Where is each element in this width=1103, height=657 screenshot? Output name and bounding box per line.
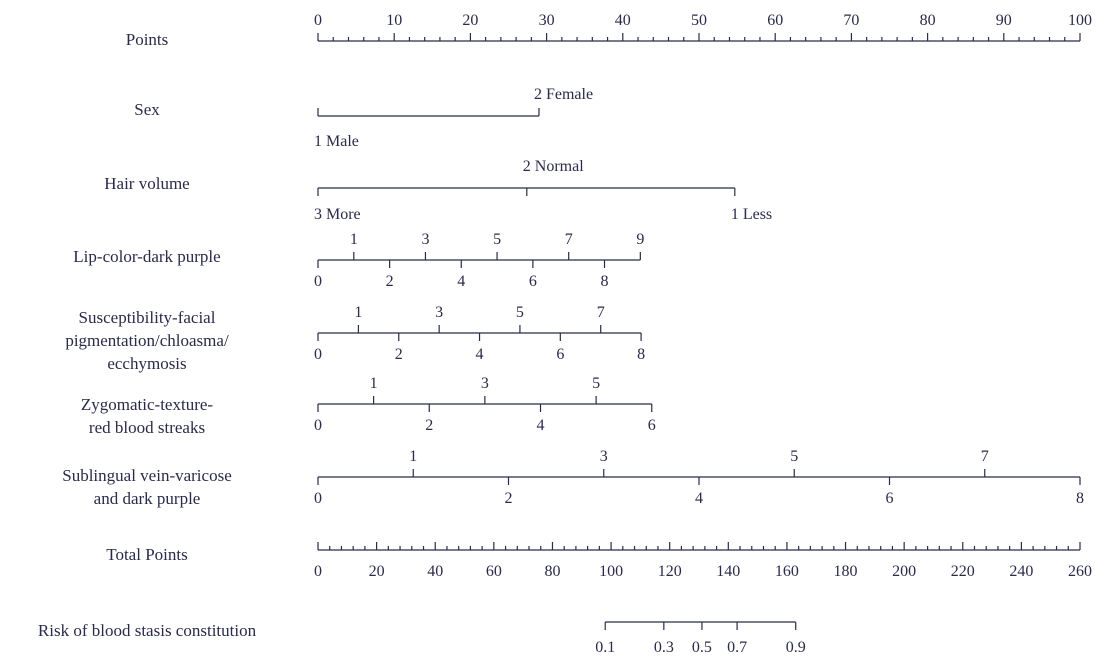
- total-points-tick-label: 20: [369, 563, 385, 580]
- total-points-tick-label: 260: [1068, 563, 1092, 580]
- hair-volume-tick-label: 3 More: [314, 206, 361, 223]
- points-tick-label: 30: [539, 12, 555, 29]
- zygomatic-texture-label-line-1: red blood streaks: [89, 418, 205, 437]
- sublingual-vein-tick-label: 6: [886, 490, 894, 507]
- sublingual-vein-tick-label: 4: [695, 490, 703, 507]
- sublingual-vein-tick-label: 7: [981, 448, 989, 465]
- zygomatic-texture-tick-label: 2: [425, 417, 433, 434]
- facial-pigmentation-tick-label: 6: [556, 346, 564, 363]
- total-points-tick-label: 60: [486, 563, 502, 580]
- lip-color-tick-label: 6: [529, 273, 537, 290]
- lip-color-tick-label: 7: [565, 231, 573, 248]
- facial-pigmentation-tick-label: 4: [476, 346, 484, 363]
- hair-volume-tick-label: 2 Normal: [523, 158, 584, 175]
- zygomatic-texture-tick-label: 6: [648, 417, 656, 434]
- sublingual-vein-label-line-1: and dark purple: [94, 489, 201, 508]
- sublingual-vein-tick-label: 2: [505, 490, 513, 507]
- total-points-tick-label: 160: [775, 563, 799, 580]
- zygomatic-texture-tick-label: 5: [592, 375, 600, 392]
- sublingual-vein-tick-label: 5: [790, 448, 798, 465]
- facial-pigmentation-label-line-2: ecchymosis: [107, 354, 186, 373]
- facial-pigmentation-label-line-0: Susceptibility-facial: [79, 308, 216, 327]
- sex-tick-label: 2 Female: [534, 86, 593, 103]
- zygomatic-texture-tick-label: 0: [314, 417, 322, 434]
- risk-label-line-0: Risk of blood stasis constitution: [38, 621, 257, 640]
- risk-tick-label: 0.9: [786, 639, 806, 656]
- lip-color-tick-label: 8: [601, 273, 609, 290]
- total-points-label-line-0: Total Points: [106, 545, 187, 564]
- facial-pigmentation-tick-label: 1: [354, 304, 362, 321]
- zygomatic-texture-tick-label: 3: [481, 375, 489, 392]
- total-points-tick-label: 40: [427, 563, 443, 580]
- lip-color-tick-label: 9: [636, 231, 644, 248]
- lip-color-tick-label: 5: [493, 231, 501, 248]
- sublingual-vein-label-line-0: Sublingual vein-varicose: [62, 466, 232, 485]
- lip-color-tick-label: 3: [421, 231, 429, 248]
- facial-pigmentation-tick-label: 5: [516, 304, 524, 321]
- sublingual-vein-tick-label: 1: [409, 448, 417, 465]
- total-points-tick-label: 220: [951, 563, 975, 580]
- points-tick-label: 40: [615, 12, 631, 29]
- sex-label-line-0: Sex: [134, 100, 160, 119]
- points-tick-label: 0: [314, 12, 322, 29]
- zygomatic-texture-tick-label: 1: [370, 375, 378, 392]
- facial-pigmentation-tick-label: 3: [435, 304, 443, 321]
- points-tick-label: 20: [462, 12, 478, 29]
- zygomatic-texture-tick-label: 4: [537, 417, 545, 434]
- facial-pigmentation-tick-label: 7: [597, 304, 605, 321]
- facial-pigmentation-label-line-1: pigmentation/chloasma/: [65, 331, 229, 350]
- total-points-tick-label: 0: [314, 563, 322, 580]
- points-tick-label: 70: [843, 12, 859, 29]
- points-tick-label: 60: [767, 12, 783, 29]
- lip-color-tick-label: 2: [386, 273, 394, 290]
- points-tick-label: 10: [386, 12, 402, 29]
- facial-pigmentation-tick-label: 8: [637, 346, 645, 363]
- sublingual-vein-tick-label: 8: [1076, 490, 1084, 507]
- points-tick-label: 80: [920, 12, 936, 29]
- facial-pigmentation-tick-label: 0: [314, 346, 322, 363]
- lip-color-tick-label: 0: [314, 273, 322, 290]
- sublingual-vein-tick-label: 3: [600, 448, 608, 465]
- lip-color-tick-label: 1: [350, 231, 358, 248]
- total-points-tick-label: 180: [834, 563, 858, 580]
- lip-color-label-line-0: Lip-color-dark purple: [73, 247, 220, 266]
- total-points-tick-label: 240: [1009, 563, 1033, 580]
- total-points-tick-label: 100: [599, 563, 623, 580]
- risk-tick-label: 0.5: [692, 639, 712, 656]
- points-tick-label: 90: [996, 12, 1012, 29]
- risk-tick-label: 0.1: [595, 639, 615, 656]
- lip-color-tick-label: 4: [457, 273, 465, 290]
- total-points-tick-label: 140: [716, 563, 740, 580]
- points-tick-label: 50: [691, 12, 707, 29]
- total-points-tick-label: 120: [658, 563, 682, 580]
- total-points-tick-label: 200: [892, 563, 916, 580]
- total-points-tick-label: 80: [544, 563, 560, 580]
- hair-volume-tick-label: 1 Less: [731, 206, 772, 223]
- zygomatic-texture-label-line-0: Zygomatic-texture-: [81, 395, 214, 414]
- points-tick-label: 100: [1068, 12, 1092, 29]
- sex-tick-label: 1 Male: [314, 133, 359, 150]
- risk-tick-label: 0.7: [727, 639, 747, 656]
- risk-tick-label: 0.3: [654, 639, 674, 656]
- sublingual-vein-tick-label: 0: [314, 490, 322, 507]
- hair-volume-label-line-0: Hair volume: [104, 174, 189, 193]
- points-label-line-0: Points: [126, 30, 169, 49]
- facial-pigmentation-tick-label: 2: [395, 346, 403, 363]
